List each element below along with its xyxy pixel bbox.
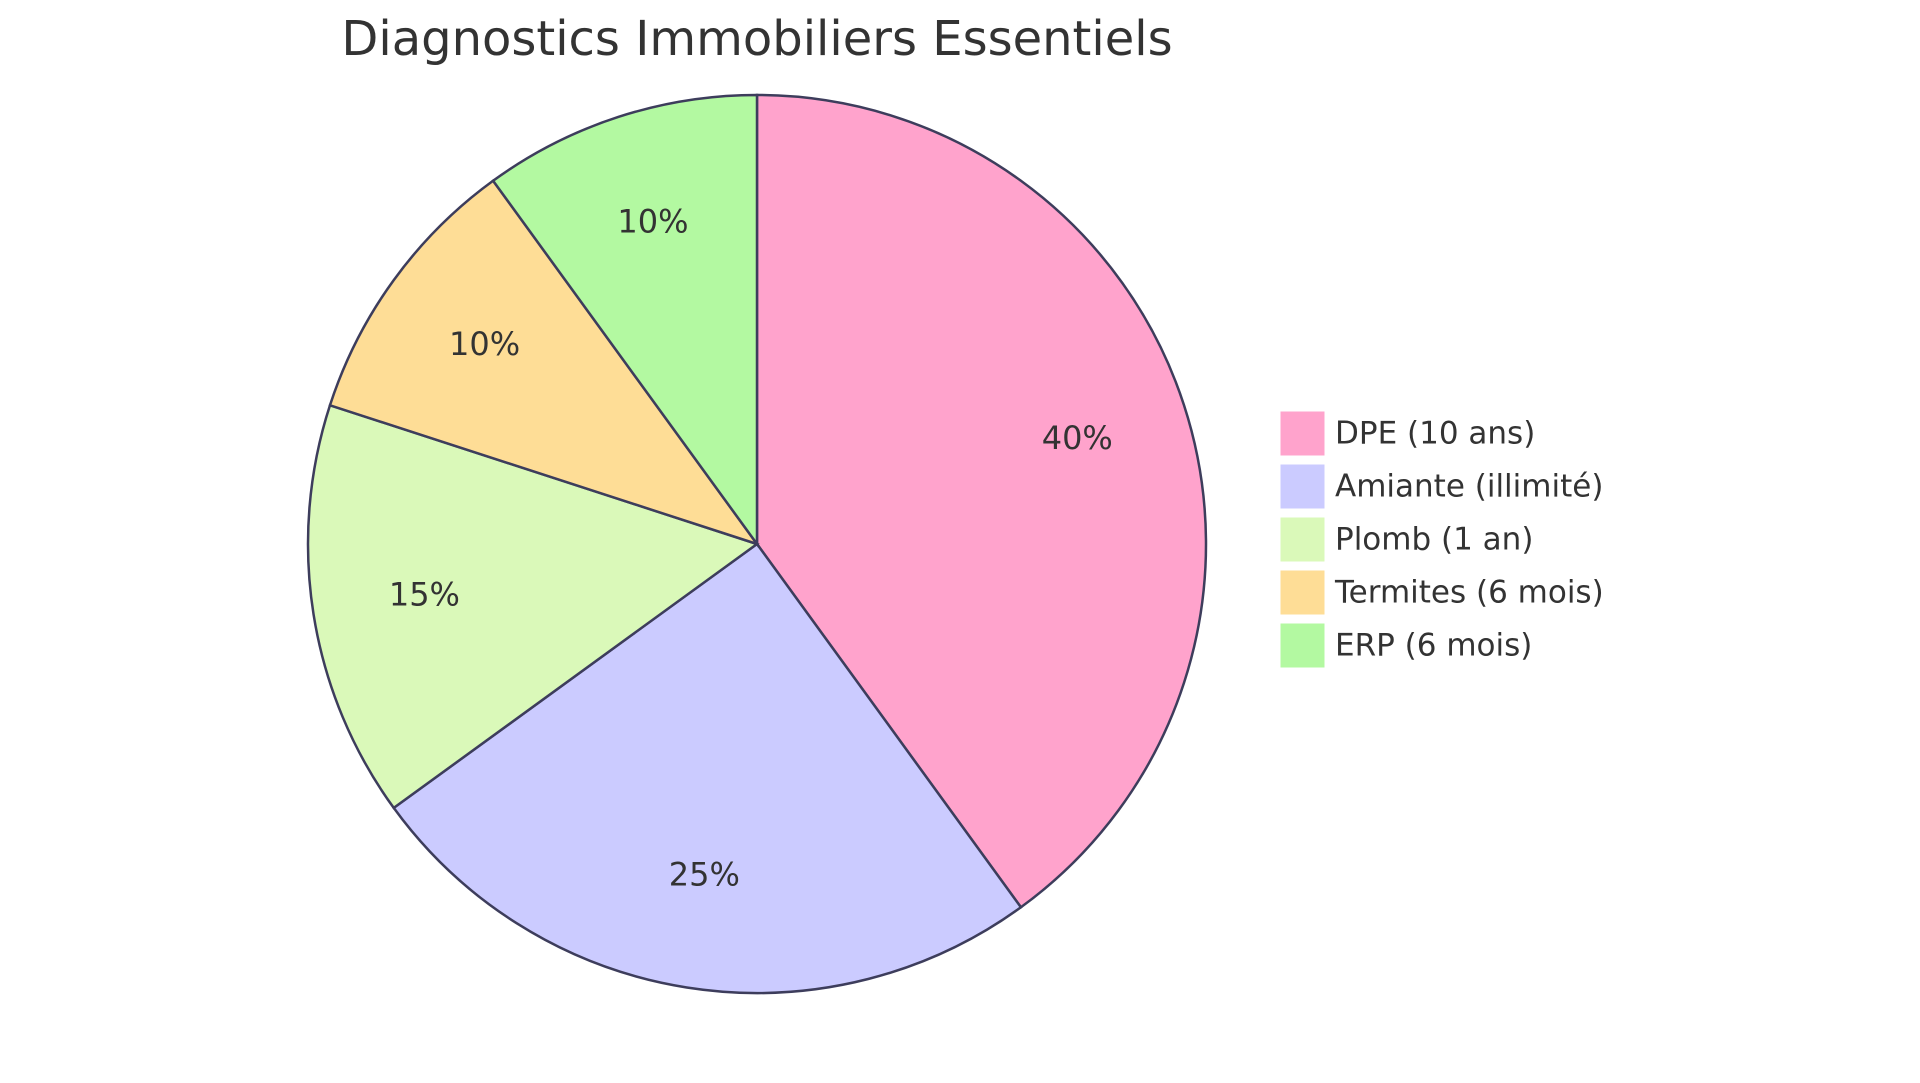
legend-swatch — [1279, 569, 1326, 616]
slice-label: 10% — [449, 325, 520, 363]
legend-swatch — [1279, 622, 1326, 669]
pie-slice — [755, 93, 1208, 909]
legend-swatch — [1279, 463, 1326, 510]
slice-label: 25% — [669, 856, 740, 894]
legend-label: Termites (6 mois) — [1334, 575, 1604, 611]
legend-label: DPE (10 ans) — [1335, 416, 1535, 452]
legend-label: ERP (6 mois) — [1335, 628, 1532, 664]
chart-title: Diagnostics Immobiliers Essentiels — [341, 11, 1172, 67]
legend-label: Amiante (illimité) — [1335, 469, 1603, 505]
pie-slice — [328, 179, 761, 547]
pie-slice — [306, 403, 760, 810]
legend-swatch — [1279, 410, 1326, 457]
legend-swatch — [1279, 516, 1326, 563]
legend-label: Plomb (1 an) — [1335, 522, 1533, 558]
pie-slice — [491, 93, 759, 548]
slice-label: 40% — [1042, 419, 1113, 457]
slice-label: 15% — [389, 576, 460, 614]
slice-label: 10% — [617, 203, 688, 241]
pie-slice — [392, 542, 1023, 995]
